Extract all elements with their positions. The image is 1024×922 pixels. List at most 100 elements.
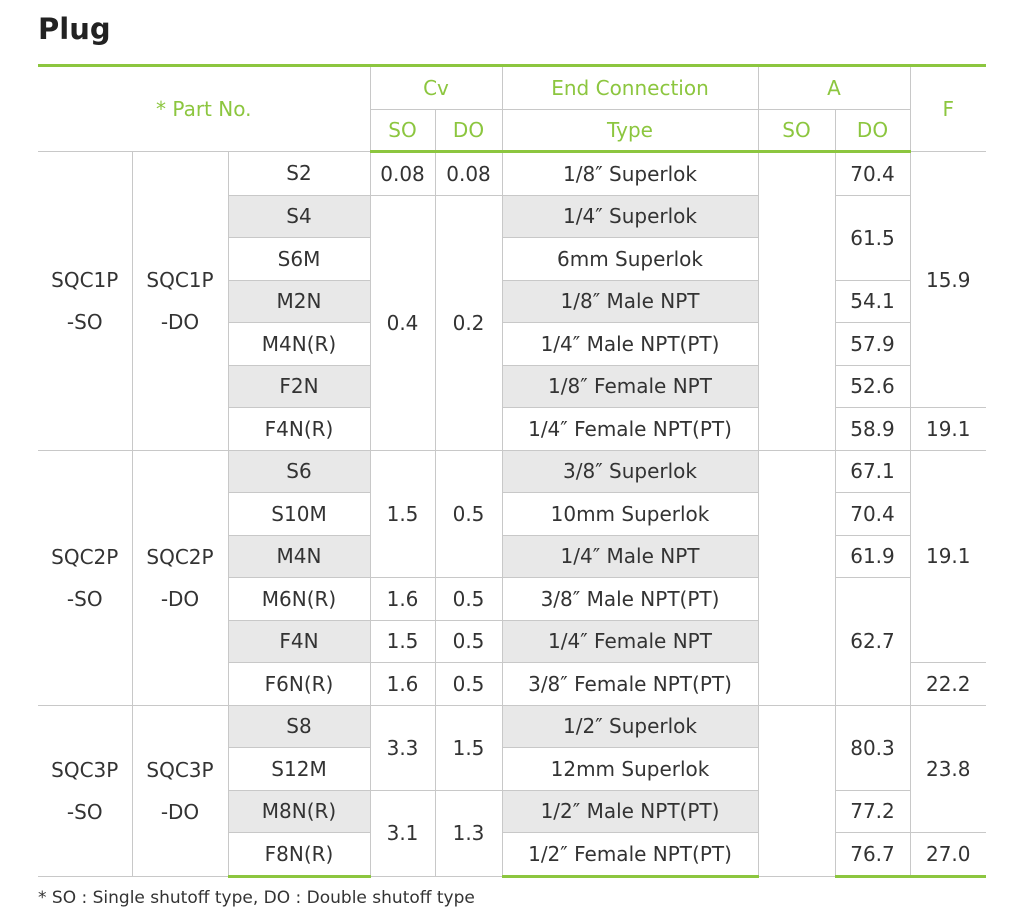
type-cell: 1/2″ Superlok: [501, 704, 759, 748]
model-cell: F4N: [228, 619, 371, 663]
header-cell: SO: [370, 109, 436, 153]
footnote: * SO : Single shutoff type, DO : Double …: [38, 888, 475, 908]
cv-do-cell: 0.5: [434, 619, 503, 663]
table-row: F4N(R) 1/4″ Female NPT(PT) 58.9 19.1: [38, 407, 986, 451]
part-no-line: SQC2P: [51, 544, 119, 569]
table-row: S12M 12mm Superlok: [38, 747, 986, 791]
type-cell: 1/8″ Male NPT: [501, 279, 759, 323]
table-header: * Part No. Cv End Connection A F SO DO T…: [38, 64, 986, 153]
cv-so-cell: 1.5: [369, 449, 436, 578]
type-cell: 1/4″ Male NPT(PT): [501, 322, 759, 366]
a-do-cell: 76.7: [834, 832, 911, 878]
table-row: F4N 1.5 0.5 1/4″ Female NPT: [38, 619, 986, 663]
cv-do-cell: 0.5: [434, 577, 503, 621]
table-row: S4 0.4 0.2 1/4″ Superlok 61.5: [38, 194, 986, 451]
model-cell: S12M: [228, 747, 371, 791]
type-cell: 1/8″ Superlok: [501, 151, 759, 196]
a-do-cell: 70.4: [834, 151, 911, 196]
cv-so-cell: 3.3: [369, 704, 436, 791]
table-row: SQC3P -SO SQC3P -DO S8 3.3 1.5 1/2″ Superlok 80.…: [38, 704, 986, 877]
part-no-cell: SQC1P -SO: [38, 151, 133, 451]
header-cell: * Part No.: [38, 64, 371, 152]
cv-do-cell: 0.5: [434, 449, 503, 578]
table-row: F8N(R) 1/2″ Female NPT(PT) 76.7 27.0: [38, 832, 986, 878]
table-row: M4N(R) 1/4″ Male NPT(PT) 57.9: [38, 322, 986, 366]
model-cell: S8: [227, 704, 371, 748]
spec-table: * Part No. Cv End Connection A F SO DO T…: [38, 64, 986, 878]
a-do-cell: 67.1: [834, 449, 911, 493]
empty-cell: [757, 704, 836, 877]
cv-so-cell: 1.6: [369, 662, 436, 706]
header-cell: Type: [501, 109, 759, 153]
part-no-line: SQC1P: [146, 267, 214, 292]
cv-do-cell: 0.08: [434, 151, 503, 196]
a-do-cell: 52.6: [834, 364, 910, 408]
cv-so-cell: 1.5: [369, 619, 436, 663]
a-do-cell: 58.9: [834, 407, 911, 451]
type-cell: 1/4″ Male NPT: [501, 534, 759, 578]
type-cell: 1/8″ Female NPT: [501, 364, 759, 408]
part-no-line: -SO: [66, 309, 103, 334]
f-cell: 19.1: [909, 449, 986, 663]
table-row: M8N(R) 3.1 1.3 1/2″ Male NPT(PT) 77.2: [38, 789, 986, 877]
cv-do-cell: 1.3: [434, 789, 503, 877]
header-cell: DO: [834, 109, 910, 153]
a-do-cell: 54.1: [834, 279, 910, 323]
f-cell: 22.2: [909, 662, 986, 706]
header-cell: F: [909, 64, 986, 152]
a-do-cell: 61.5: [834, 194, 910, 281]
a-do-cell: 70.4: [834, 492, 910, 536]
type-cell: 1/4″ Female NPT(PT): [501, 407, 759, 451]
header-cell: Cv: [369, 64, 503, 110]
table-row: M4N 1/4″ Male NPT 61.9: [38, 534, 986, 578]
part-no-line: -DO: [160, 309, 200, 334]
model-cell: M8N(R): [228, 789, 371, 833]
part-no-line: -SO: [66, 799, 103, 824]
part-no-line: -DO: [160, 586, 200, 611]
cv-so-cell: 3.1: [369, 789, 436, 877]
type-cell: 1/2″ Female NPT(PT): [501, 832, 759, 878]
part-no-line: -DO: [160, 799, 200, 824]
header-cell: A: [757, 64, 911, 110]
model-cell: S4: [228, 194, 371, 238]
table-row: S10M 10mm Superlok 70.4: [38, 492, 986, 536]
header-cell: SO: [757, 109, 836, 153]
type-cell: 3/8″ Male NPT(PT): [501, 577, 759, 621]
model-cell: M4N(R): [228, 322, 371, 366]
table-row: F2N 1/8″ Female NPT 52.6: [38, 364, 986, 408]
model-cell: M4N: [228, 534, 371, 578]
a-do-cell: 80.3: [834, 704, 911, 791]
model-cell: S6M: [228, 237, 371, 281]
model-cell: F2N: [228, 364, 371, 408]
model-cell: F8N(R): [228, 832, 371, 878]
type-cell: 3/8″ Female NPT(PT): [501, 662, 759, 706]
model-cell: S6: [227, 449, 371, 493]
f-cell: 27.0: [909, 832, 986, 878]
a-do-cell: 77.2: [834, 789, 910, 833]
a-do-cell: 57.9: [834, 322, 910, 366]
type-cell: 10mm Superlok: [501, 492, 759, 536]
type-cell: 12mm Superlok: [501, 747, 758, 791]
empty-cell: [757, 449, 836, 706]
table-row: M6N(R) 1.6 0.5 3/8″ Male NPT(PT) 62.7: [38, 577, 986, 706]
table-body: SQC1P -SO SQC1P -DO S2 0.08 0.08 1/8″ Superlok 7…: [38, 151, 986, 878]
part-no-line: SQC2P: [146, 544, 214, 569]
title: Plug: [38, 12, 111, 46]
type-cell: 1/4″ Superlok: [501, 194, 759, 238]
f-cell: 23.8: [909, 704, 986, 833]
part-no-line: SQC3P: [51, 757, 119, 782]
type-cell: 6mm Superlok: [501, 237, 758, 281]
header-cell: End Connection: [501, 64, 759, 110]
part-no-line: -SO: [66, 586, 103, 611]
table-row: M2N 1/8″ Male NPT 54.1: [38, 279, 986, 323]
part-no-cell: SQC2P -SO: [38, 449, 133, 706]
f-cell: 19.1: [909, 407, 986, 451]
empty-cell: [757, 151, 836, 451]
type-cell: 3/8″ Superlok: [501, 449, 759, 493]
cv-do-cell: 1.5: [434, 704, 503, 791]
part-no-cell: SQC2P -DO: [131, 449, 229, 706]
part-no-cell: SQC3P -SO: [38, 704, 133, 877]
table-row: SQC1P -SO SQC1P -DO S2 0.08 0.08 1/8″ Superlok 7…: [38, 151, 986, 451]
model-cell: F6N(R): [228, 662, 371, 706]
